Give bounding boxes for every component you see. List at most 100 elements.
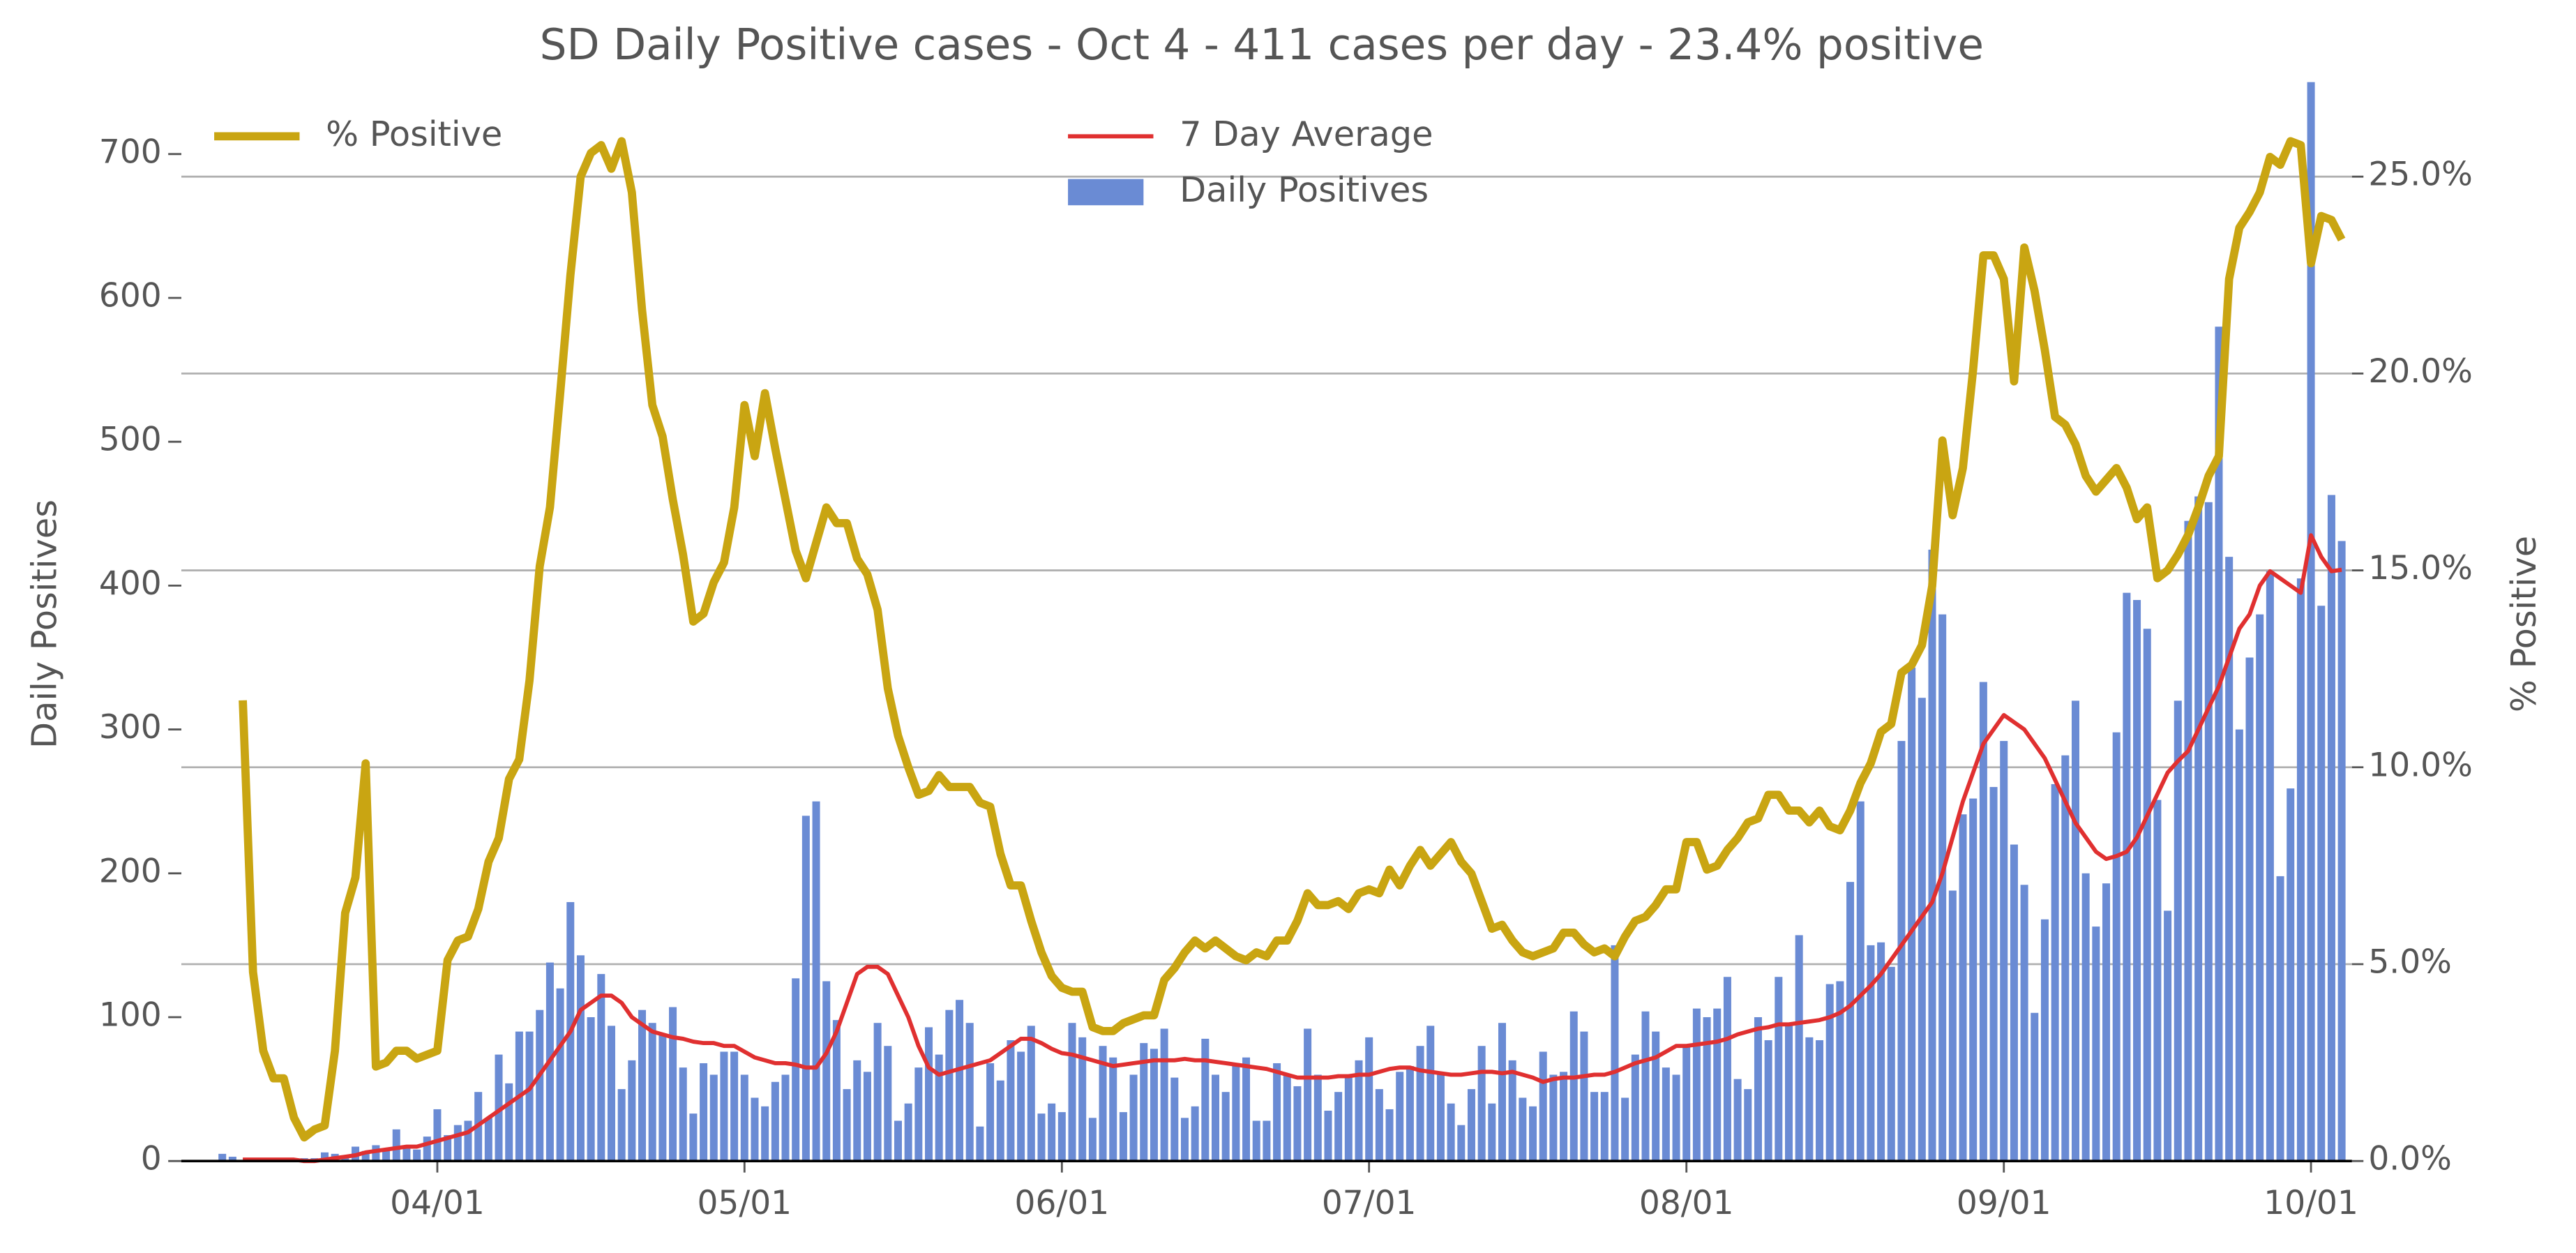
bar	[1334, 1092, 1343, 1162]
line	[243, 533, 2342, 1164]
bar	[1508, 1060, 1516, 1162]
bar	[792, 978, 800, 1162]
bar	[761, 1106, 769, 1162]
bar	[2092, 926, 2100, 1162]
bar	[1621, 1097, 1629, 1162]
bar	[2031, 1012, 2039, 1162]
bar	[689, 1113, 698, 1162]
bar	[925, 1027, 933, 1162]
bar	[1744, 1089, 1752, 1162]
x-tick-label: 09/01	[1957, 1184, 2051, 1222]
bar	[2112, 732, 2121, 1162]
bar	[1191, 1106, 1199, 1162]
bar	[1457, 1125, 1466, 1162]
bar	[464, 1120, 472, 1162]
bar	[1969, 798, 1978, 1162]
legend-swatch	[1068, 179, 1144, 206]
bar	[965, 1023, 974, 1162]
bar	[1560, 1072, 1568, 1162]
bar	[444, 1135, 452, 1162]
bar	[1017, 1051, 1025, 1162]
bar	[2194, 496, 2203, 1162]
bar	[1989, 787, 1998, 1162]
bar	[1529, 1106, 1537, 1162]
bar	[1662, 1067, 1670, 1162]
bar	[2256, 614, 2264, 1162]
bar	[2296, 578, 2305, 1162]
bar	[2040, 919, 2049, 1162]
bar	[1908, 667, 1916, 1162]
bar	[1488, 1103, 1496, 1162]
bar	[1897, 741, 1906, 1162]
bar	[1252, 1120, 1260, 1162]
bar	[2020, 885, 2028, 1162]
bar	[1805, 1037, 1814, 1162]
bar	[853, 1060, 861, 1162]
bar	[1754, 1016, 1762, 1162]
bar	[1396, 1072, 1404, 1162]
bar	[1938, 614, 1947, 1162]
bar	[956, 1000, 964, 1162]
bar	[638, 1010, 647, 1162]
legend-label: 7 Day Average	[1180, 114, 1433, 154]
line	[239, 137, 2346, 1142]
bar	[914, 1067, 923, 1162]
bar	[597, 974, 605, 1162]
bar	[1406, 1066, 1414, 1162]
bar	[2266, 571, 2274, 1162]
bar	[2317, 606, 2326, 1162]
bar	[2133, 600, 2141, 1162]
y2-tick-label: 5.0%	[2368, 943, 2452, 981]
bar	[1027, 1026, 1035, 1162]
bar	[2337, 541, 2346, 1162]
x-tick-label: 06/01	[1015, 1184, 1110, 1222]
bar	[1611, 945, 1619, 1162]
bar	[2204, 502, 2213, 1162]
bar	[1600, 1092, 1609, 1162]
bar	[1703, 1016, 1711, 1162]
y2-tick-label: 15.0%	[2368, 549, 2473, 587]
bar	[1313, 1074, 1322, 1162]
bar	[1733, 1079, 1742, 1162]
bar	[1007, 1040, 1015, 1162]
chart-title: SD Daily Positive cases - Oct 4 - 411 ca…	[540, 20, 1984, 70]
y-tick-label: 600	[99, 276, 162, 315]
y2-axis-label: % Positive	[2503, 536, 2544, 712]
x-tick-label: 08/01	[1639, 1184, 1734, 1222]
y-tick-label: 100	[99, 996, 162, 1034]
bar	[2184, 520, 2192, 1162]
bar	[1867, 945, 1875, 1162]
bar	[1365, 1037, 1373, 1162]
bar	[1201, 1038, 1210, 1162]
bar	[1549, 1074, 1558, 1162]
bar	[1436, 1074, 1445, 1162]
bar	[658, 1034, 667, 1162]
bar	[2071, 700, 2079, 1162]
bar	[1846, 882, 1855, 1162]
bar	[1129, 1074, 1138, 1162]
bar	[1467, 1089, 1475, 1162]
bar	[1764, 1040, 1772, 1162]
bar	[1119, 1112, 1127, 1162]
y-tick-label: 200	[99, 852, 162, 890]
bar	[2000, 741, 2008, 1162]
bar	[2235, 729, 2243, 1162]
bar	[1652, 1031, 1660, 1162]
bar	[1948, 890, 1957, 1162]
bar	[2245, 657, 2254, 1162]
bar	[873, 1023, 882, 1162]
bar	[1918, 698, 1926, 1162]
bar	[812, 801, 820, 1162]
bar	[801, 816, 810, 1162]
bar	[1078, 1037, 1087, 1162]
bar	[1672, 1074, 1680, 1162]
bar	[1447, 1103, 1455, 1162]
bar	[822, 981, 831, 1162]
bar	[1641, 1011, 1650, 1162]
bar	[1775, 977, 1783, 1162]
bar	[382, 1149, 391, 1162]
y2-tick-label: 10.0%	[2368, 746, 2473, 784]
x-tick-label: 10/01	[2264, 1184, 2358, 1222]
bar	[679, 1067, 687, 1162]
bar	[2123, 592, 2131, 1162]
